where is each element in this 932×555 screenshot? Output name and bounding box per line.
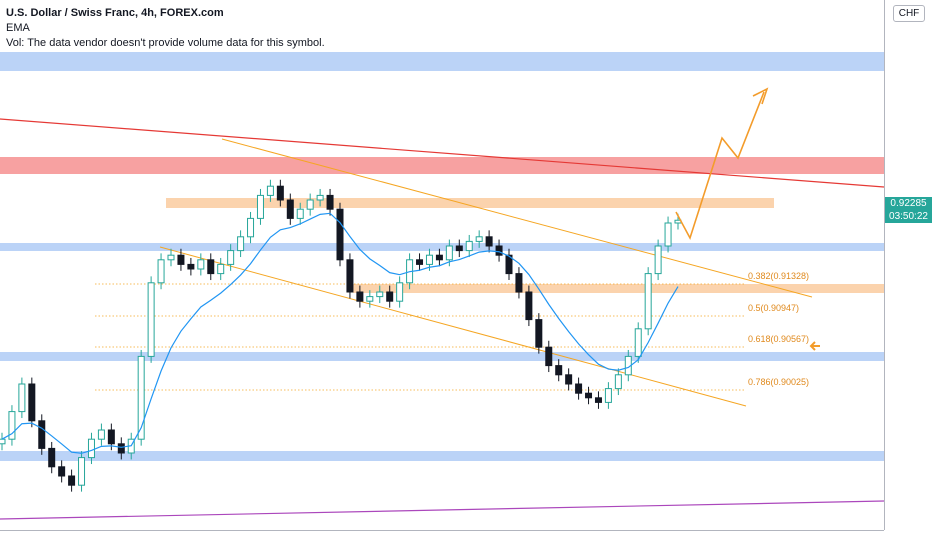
candle-body — [177, 254, 185, 265]
candle-body — [276, 185, 284, 201]
resistance-zone-red — [0, 157, 884, 174]
support-zone-0905 — [0, 352, 884, 361]
candle-body — [18, 383, 26, 413]
candle-body — [455, 245, 463, 252]
bar-countdown: 03:50:22 — [889, 211, 928, 222]
candle-body — [187, 263, 195, 270]
candle-body — [376, 291, 384, 298]
symbol-title[interactable]: U.S. Dollar / Swiss Franc, 4h, FOREX.com — [6, 7, 224, 19]
chart-legend: U.S. Dollar / Swiss Franc, 4h, FOREX.com… — [6, 6, 325, 51]
candle-body — [664, 222, 672, 247]
candle-body — [316, 194, 324, 201]
candle-body — [286, 199, 294, 219]
candle-body — [78, 457, 86, 486]
resistance-zone-094 — [0, 52, 884, 71]
supply-zone-092 — [166, 198, 774, 208]
candle-body — [256, 194, 264, 219]
candle-body — [416, 259, 424, 265]
candle-body — [425, 254, 433, 265]
volume-note: Vol: The data vendor doesn't provide vol… — [6, 37, 325, 49]
fib-level-label: 0.382(0.91328) — [748, 271, 809, 281]
candle-body — [326, 194, 334, 210]
candle-body — [48, 447, 56, 468]
projection-path — [675, 91, 765, 241]
candle-body — [207, 259, 215, 275]
candle-body — [634, 328, 642, 357]
demand-zone-0913 — [353, 284, 884, 293]
candle-body — [8, 411, 16, 440]
candle-body — [266, 185, 274, 196]
candle-body — [386, 291, 394, 302]
channel-upper-line — [221, 138, 813, 298]
candle-body — [227, 250, 235, 265]
candle-body — [604, 388, 612, 403]
candle-body — [445, 245, 453, 261]
ema-line — [1, 212, 679, 454]
fib-arrow-icon — [809, 341, 820, 351]
candle-body — [147, 282, 155, 357]
candle-body — [336, 208, 344, 261]
candle-body — [217, 263, 225, 275]
candle-body — [366, 296, 374, 302]
candle-body — [68, 475, 76, 486]
candle-body — [565, 374, 573, 385]
fib-level-label: 0.618(0.90567) — [748, 334, 809, 344]
red-trendline — [0, 118, 885, 188]
candle-body — [58, 466, 66, 477]
candle-body — [545, 346, 553, 367]
candle-body — [505, 254, 513, 275]
candle-body — [97, 429, 105, 440]
candle-body — [237, 236, 245, 252]
candle-body — [525, 291, 533, 321]
candle-body — [575, 383, 583, 394]
candle-body — [585, 392, 593, 399]
candle-body — [644, 273, 652, 330]
candle-body — [137, 355, 145, 440]
candle-body — [614, 374, 622, 390]
candle-body — [654, 245, 662, 275]
time-scale[interactable] — [0, 530, 884, 551]
candle-body — [28, 383, 36, 422]
support-zone-0919 — [0, 243, 884, 251]
currency-badge[interactable]: CHF — [893, 5, 925, 22]
candle-body — [197, 259, 205, 270]
candle-body — [475, 236, 483, 242]
last-price-tag: 0.92285 03:50:22 — [885, 197, 932, 223]
candle-body — [117, 443, 125, 454]
candle-body — [555, 365, 563, 376]
candle-body — [495, 245, 503, 256]
candle-body — [157, 259, 165, 284]
support-zone-0893 — [0, 451, 884, 461]
candle-body — [296, 208, 304, 219]
indicator-ema-label[interactable]: EMA — [6, 22, 30, 34]
candle-body — [247, 217, 255, 238]
candle-body — [0, 438, 6, 445]
candle-body — [306, 199, 314, 210]
channel-lower-line — [159, 246, 747, 407]
candle-body — [107, 429, 115, 445]
candle-body — [435, 254, 443, 261]
candle-body — [465, 240, 473, 252]
candle-body — [38, 420, 46, 449]
candle-body — [485, 236, 493, 247]
candle-body — [87, 438, 95, 459]
projection-arrowhead-icon — [752, 87, 769, 105]
candle-body — [515, 273, 523, 293]
last-price: 0.92285 — [890, 198, 927, 209]
candle-body — [356, 291, 364, 302]
fib-level-label: 0.5(0.90947) — [748, 303, 799, 313]
price-scale[interactable] — [884, 0, 932, 530]
candle-body — [396, 282, 404, 302]
long-term-trendline — [0, 500, 885, 520]
fib-level-label: 0.786(0.90025) — [748, 377, 809, 387]
candle-body — [346, 259, 354, 293]
candle-body — [535, 319, 543, 348]
candle-body — [594, 397, 602, 403]
candle-body — [167, 254, 175, 261]
